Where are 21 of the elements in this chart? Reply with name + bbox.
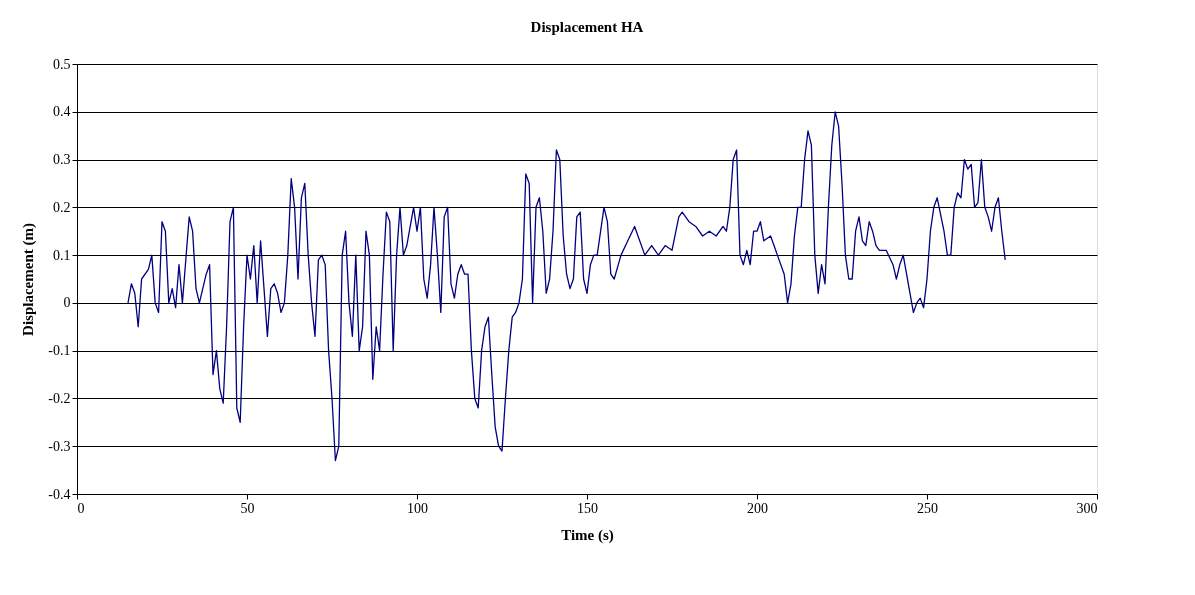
y-tick-label: 0 [63, 295, 71, 311]
x-tick-label: 50 [240, 500, 255, 516]
x-tick-label: 300 [1076, 500, 1098, 516]
y-tick-label: 0.2 [53, 199, 71, 215]
x-tick-label: 150 [577, 500, 598, 516]
y-tick-label: -0.2 [48, 390, 71, 406]
y-tick-label: 0.1 [53, 247, 71, 263]
chart-title: Displacement HA [530, 19, 644, 35]
line-series [127, 111, 1006, 462]
x-tick-label: 0 [77, 500, 85, 516]
y-tick-label: -0.1 [48, 343, 71, 359]
y-axis-title: Displacement (m) [20, 223, 38, 336]
x-tick-label: 250 [917, 500, 938, 516]
y-tick-label: 0.3 [53, 152, 71, 168]
x-tick-label: 100 [407, 500, 428, 516]
x-axis-title: Time (s) [561, 526, 614, 544]
y-tick-label: -0.4 [48, 486, 71, 502]
x-tick-label: 200 [747, 500, 768, 516]
y-tick-label: 0.5 [53, 56, 71, 72]
y-tick-label: 0.4 [53, 104, 71, 120]
y-tick-label: -0.3 [48, 438, 71, 454]
